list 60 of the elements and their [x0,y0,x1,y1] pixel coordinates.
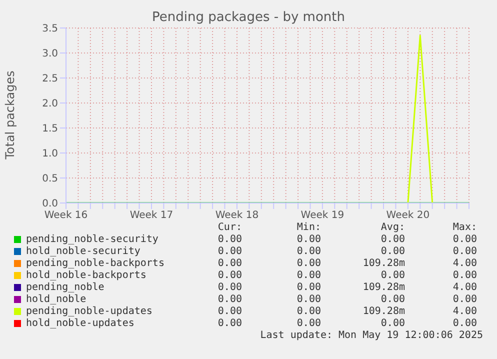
text: 4.00 [452,306,477,317]
text: 0.00 [452,246,477,257]
legend-label: hold_noble-security [26,246,140,257]
text: Avg: [380,222,405,233]
y-tick-label: 1.5 [42,124,58,135]
x-tick-label: Week 17 [130,210,174,222]
text: 0.00 [452,294,477,305]
text: 0.00 [218,306,242,317]
legend-label: pending_noble-updates [26,306,152,317]
text: 0.00 [380,270,405,281]
y-tick-label: 2.0 [42,98,58,110]
text: 0.00 [380,318,405,329]
text: 109.28m [362,282,405,293]
text: 0.00 [218,246,242,257]
text: 0.00 [296,294,321,305]
legend-label: hold_noble [26,294,86,305]
y-axis-title: Total packages [3,70,17,160]
x-tick-label: Week 19 [300,210,344,222]
text: 0.00 [296,318,321,329]
y-tick-label: 0.5 [42,174,58,185]
text: 0.00 [296,282,321,293]
text: 0.00 [218,318,242,329]
text: 109.28m [362,306,405,317]
text: 4.00 [452,282,477,293]
x-tick-label: Week 20 [386,210,430,222]
text: 4.00 [452,258,477,269]
text: 0.00 [452,270,477,281]
y-tick-label: 3.0 [42,48,58,60]
text: 0.00 [218,234,242,245]
text: 0.00 [296,306,321,317]
text: 0.00 [296,234,321,245]
text: 0.00 [296,246,321,257]
text: 0.00 [380,246,405,257]
text: 109.28m [362,258,405,269]
text: 0.00 [452,318,477,329]
legend-label: hold_noble-updates [26,318,134,329]
x-tick-label: Week 18 [215,210,259,222]
x-tick-label: Week 16 [44,210,88,222]
legend-label: pending_noble-security [26,234,158,245]
legend-label: pending_noble [26,282,104,293]
text: Cur: [218,222,242,233]
legend-label: hold_noble-backports [26,270,146,281]
y-tick-label: 1.0 [42,148,58,160]
text: 0.00 [380,234,405,245]
text: 0.00 [296,270,321,281]
text: 0.00 [380,294,405,305]
text: 0.00 [218,258,242,269]
chart-title: Pending packages - by month [151,10,346,25]
text: 0.00 [452,234,477,245]
y-tick-label: 3.5 [42,24,58,35]
legend-label: pending_noble-backports [26,258,164,269]
text: Min: [296,222,321,233]
text: 0.00 [218,270,242,281]
text: 0.00 [218,294,242,305]
y-tick-label: 0.0 [42,198,58,210]
text: Last update: Mon May 19 12:00:06 2025 [260,330,483,341]
y-tick-label: 2.5 [42,74,58,85]
text: 0.00 [296,258,321,269]
text: 0.00 [218,282,242,293]
text: Max: [452,222,477,233]
